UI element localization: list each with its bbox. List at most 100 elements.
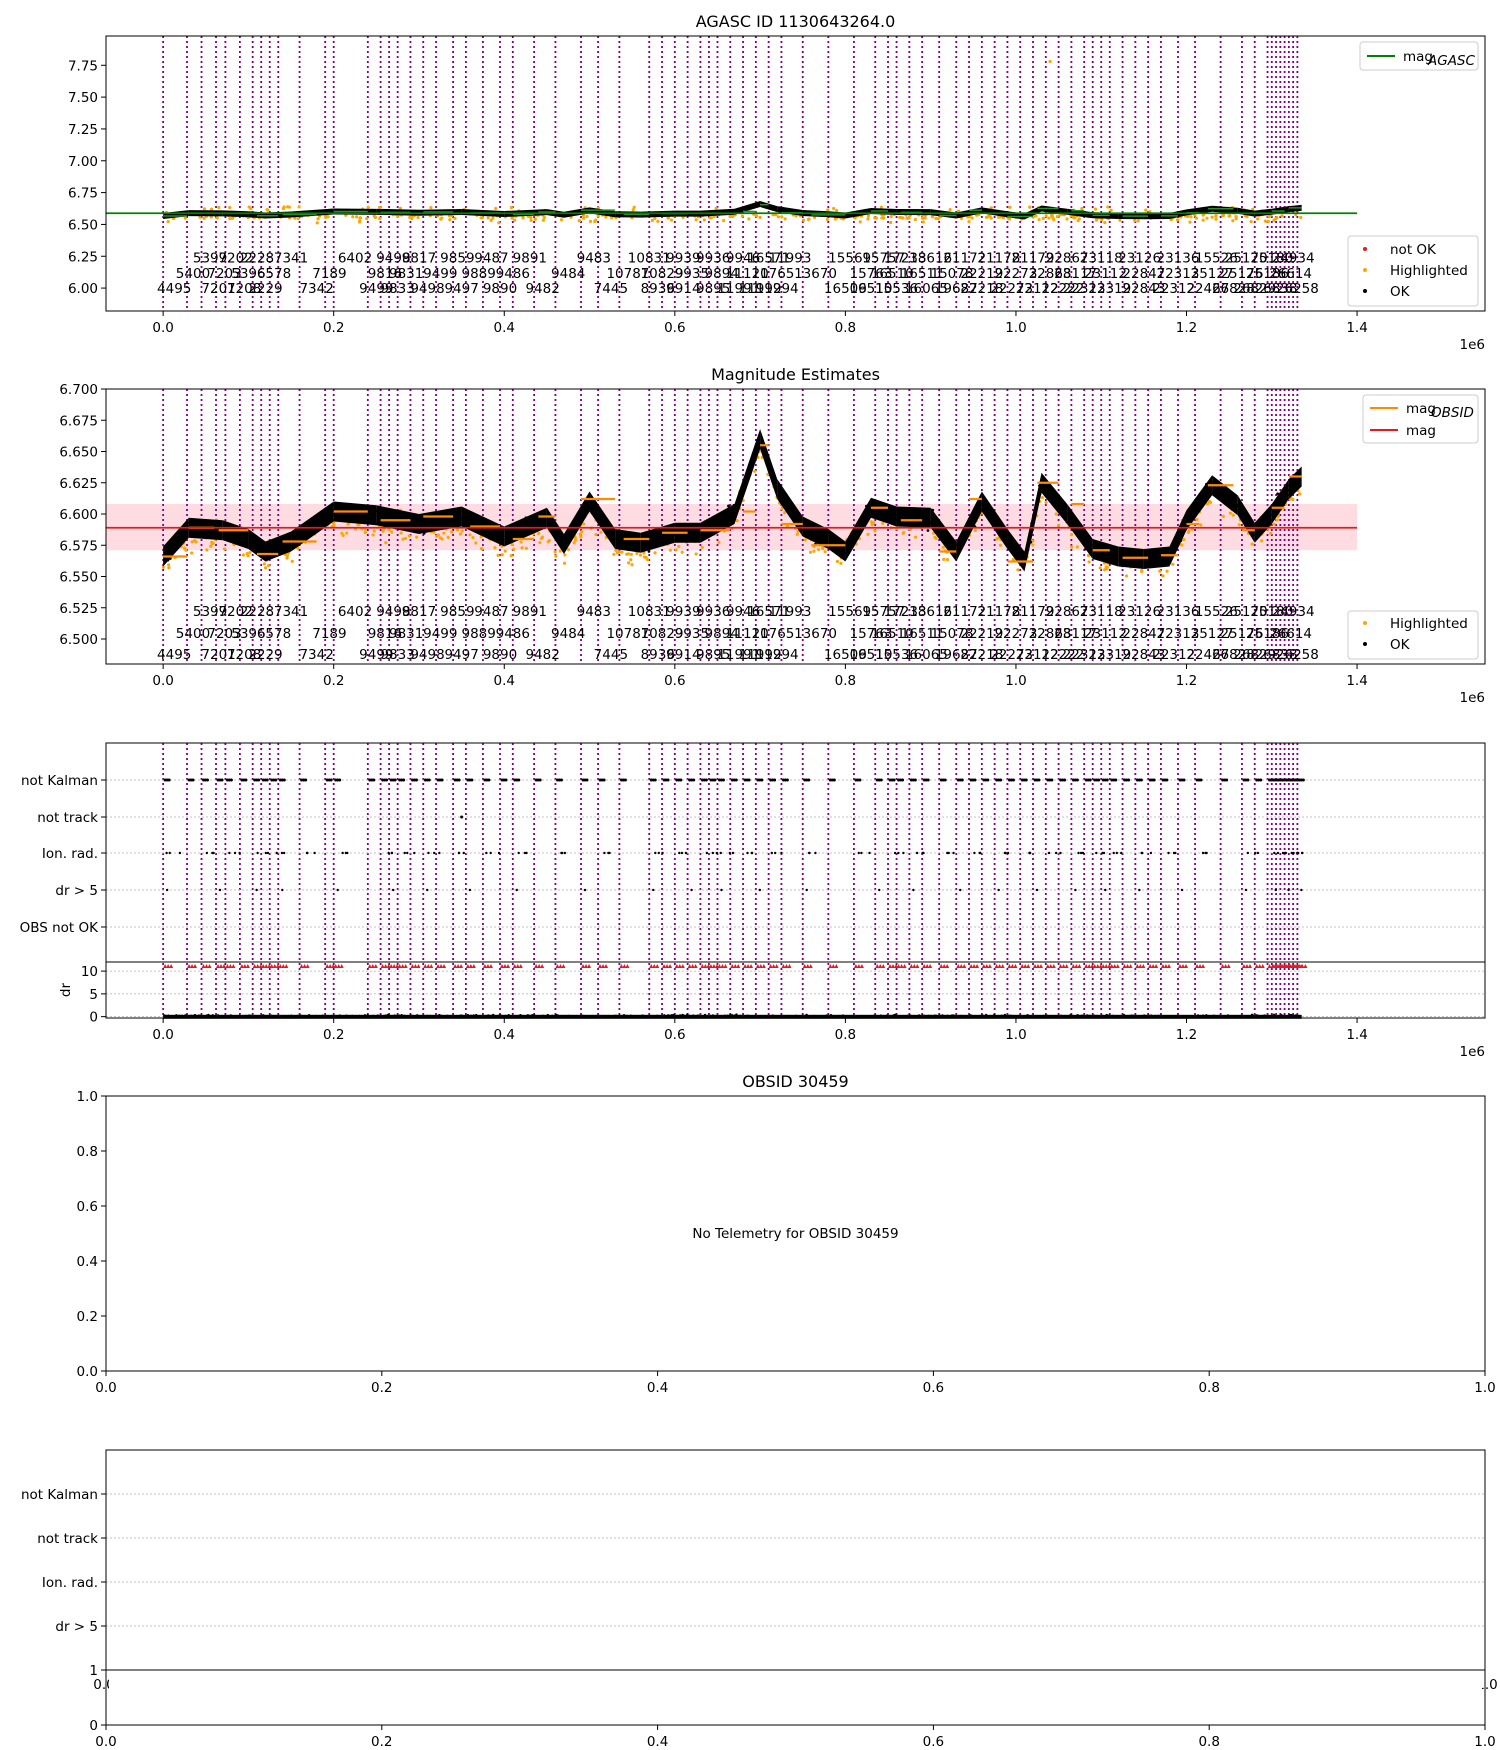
obsid-ytick-label: 0.6 <box>77 1199 98 1215</box>
flags-not-kalman-point <box>1024 778 1028 782</box>
flags-dr-clip-marker <box>1198 964 1203 968</box>
magnitude-ok-segment <box>640 522 675 553</box>
agasc-highlighted-point <box>286 205 290 209</box>
magnitude-obsid-label: 4495 <box>157 647 191 663</box>
agasc-ok-segment <box>1143 213 1170 220</box>
magnitude-ok-point <box>1242 517 1245 520</box>
agasc-obsid-label: 22868 <box>1029 266 1072 282</box>
agasc-highlighted-point <box>215 216 219 220</box>
agasc-highlighted-point <box>747 217 751 221</box>
flags-ion-rad-point <box>1102 851 1106 855</box>
agasc-obsid-label: 16511 <box>901 266 944 282</box>
agasc-obsid-label: 22273 <box>994 266 1037 282</box>
magnitude-ok-point <box>749 468 753 472</box>
magnitude-ok-point <box>1251 524 1254 528</box>
agasc-highlighted-point <box>1001 216 1006 220</box>
flags-dr-clip-marker <box>1276 964 1281 968</box>
flags-ion-rad-point <box>1081 851 1085 855</box>
agasc-highlighted-point <box>702 218 706 222</box>
agasc-highlighted-point <box>365 217 369 221</box>
magnitude-ok-point <box>750 462 753 466</box>
flags-dr-clip-marker <box>784 964 789 968</box>
flags-ion-rad-point <box>1004 851 1007 855</box>
flags-ion-rad-point <box>1115 851 1119 855</box>
flags-dr-clip-marker <box>902 964 907 968</box>
agasc-obsid-label: 16571 <box>747 251 790 267</box>
flags-ion-rad-point <box>406 851 409 855</box>
magnitude-highlighted-point <box>579 535 583 539</box>
magnitude-ok-point <box>1236 504 1239 508</box>
flags-dr-clip-marker <box>956 964 961 968</box>
magnitude-ok-point <box>343 514 347 518</box>
flags-not-kalman-point <box>191 778 195 782</box>
flags-dr-point <box>720 888 723 892</box>
flags-not-kalman-point <box>414 778 418 782</box>
flags-not-kalman-point <box>457 778 461 782</box>
flags-dr-clip-marker <box>410 964 415 968</box>
agasc-highlighted-point <box>1109 208 1113 212</box>
magnitude-highlighted-point <box>538 540 542 545</box>
flags-dr-clip-marker <box>383 964 388 968</box>
obsid-ytick-label: 0.8 <box>77 1144 98 1160</box>
agasc-highlighted-point <box>1103 220 1107 225</box>
magnitude-obsid-label: 10831 <box>628 604 671 620</box>
magnitude-highlighted-point <box>1044 500 1048 505</box>
agasc-highlighted-point <box>581 213 586 218</box>
flags-ion-rad-point <box>1201 851 1205 855</box>
flags-ion-rad-point <box>517 851 520 855</box>
magnitude-ok-point <box>703 520 706 524</box>
magnitude-ok-point <box>1030 522 1034 525</box>
flags-dr-clip-marker <box>962 964 967 968</box>
flags-not-kalman-point <box>913 778 917 782</box>
magnitude-highlighted-point <box>540 535 545 539</box>
agasc-outlier-point <box>1048 59 1052 64</box>
flags-dr-clip-marker <box>700 964 705 968</box>
flags-dr-clip-marker <box>743 964 748 968</box>
flags-dr-clip-marker <box>261 964 266 968</box>
flags-dr-clip-marker <box>231 964 236 968</box>
agasc-obsid-label: 22467 <box>1186 281 1229 297</box>
flags-dr-clip-marker <box>228 964 233 968</box>
flags-dr-clip-marker <box>416 964 421 968</box>
magnitude-ok-point <box>254 546 258 550</box>
agasc-obsid-label: 21172 <box>943 251 986 267</box>
agasc-highlighted-point <box>758 215 762 219</box>
agasc-obsid-label: 9859 <box>440 251 474 267</box>
agasc-obsid-label: 9817 <box>402 251 436 267</box>
magnitude-highlighted-point <box>973 528 977 533</box>
magnitude-ok-point <box>943 533 947 537</box>
agasc-obsid-label: 26614 <box>1269 266 1312 282</box>
agasc-obsid-label: 19687 <box>935 281 978 297</box>
agasc-highlighted-point <box>1065 217 1069 221</box>
flags-not-kalman-point <box>602 778 606 782</box>
magnitude-ok-point <box>751 458 755 462</box>
magnitude-ok-point <box>790 510 794 514</box>
flags-dr-clip-marker <box>275 964 280 968</box>
flags-dr-clip-marker <box>808 964 813 968</box>
flags-not-kalman-point <box>773 778 777 782</box>
flags-dr-clip-marker <box>269 964 274 968</box>
magnitude-highlighted-point <box>407 534 411 538</box>
flags-dr-clip-marker <box>994 964 999 968</box>
flags-ion-rad-point <box>165 851 168 855</box>
empty-flags-ytick-label: 0 <box>89 1718 98 1734</box>
flags-dr-clip-marker <box>939 964 944 968</box>
magnitude-highlighted-point <box>563 553 567 557</box>
flags-dr-clip-marker <box>853 964 858 968</box>
flags-dr-clip-marker <box>787 964 792 968</box>
flags-dr-point <box>1287 888 1290 892</box>
magnitude-obsid-label: 5400 <box>176 626 210 642</box>
magnitude-ok-point <box>373 509 377 513</box>
flags-dr-clip-marker <box>805 964 810 968</box>
flags-ion-rad-point <box>280 851 284 855</box>
magnitude-highlighted-point <box>627 561 631 565</box>
magnitude-obsid-label: 15526 <box>1195 604 1238 620</box>
magnitude-highlighted-point <box>1195 517 1199 522</box>
magnitude-highlighted-point <box>1237 523 1241 527</box>
magnitude-ok-point <box>456 509 459 512</box>
flags-dr-clip-marker <box>1051 964 1056 968</box>
agasc-highlighted-point <box>853 216 857 220</box>
agasc-highlighted-point <box>448 218 452 222</box>
agasc-highlighted-point <box>776 215 781 219</box>
flags-not-kalman-point <box>1182 778 1186 782</box>
